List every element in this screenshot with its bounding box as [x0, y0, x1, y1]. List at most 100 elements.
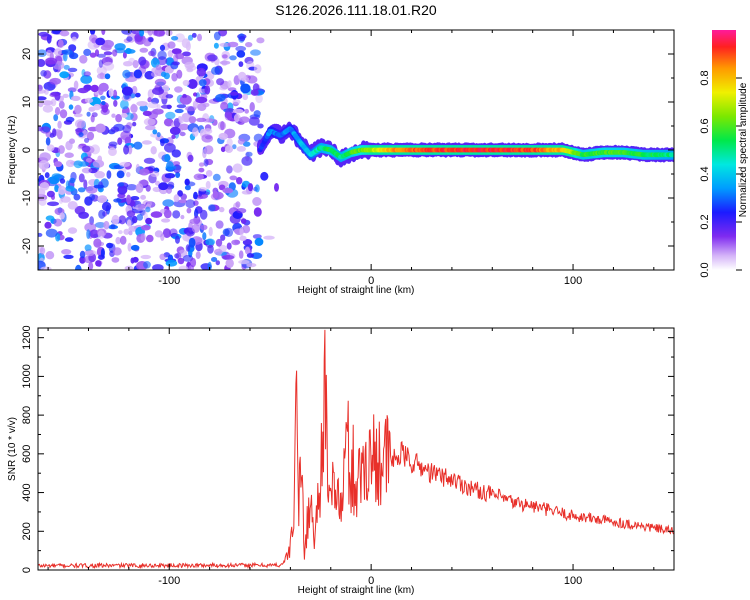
noise-blob [44, 88, 49, 95]
noise-blob [57, 185, 66, 195]
noise-blob [237, 138, 245, 145]
noise-blob [39, 152, 51, 162]
noise-blob [67, 201, 78, 210]
noise-blob [215, 238, 223, 247]
noise-blob [89, 30, 96, 36]
noise-blob [174, 86, 183, 93]
snr-series-line [38, 329, 674, 570]
noise-blob [199, 209, 208, 220]
noise-blob [213, 42, 219, 49]
noise-blob [154, 78, 167, 87]
noise-blob [237, 71, 247, 81]
noise-blob [207, 261, 212, 270]
noise-blob [152, 87, 164, 95]
noise-blob [93, 238, 102, 248]
noise-blob [239, 116, 250, 123]
noise-blob [196, 117, 207, 123]
noise-blob [263, 235, 275, 240]
noise-blob [86, 111, 91, 117]
noise-blob [65, 180, 70, 189]
noise-blob [236, 146, 246, 152]
noise-blob [156, 132, 161, 138]
noise-blob [38, 96, 47, 101]
noise-blob [174, 108, 184, 114]
noise-blob [189, 257, 197, 268]
noise-blob [145, 206, 151, 213]
noise-blob [61, 49, 74, 55]
noise-blob [80, 74, 93, 84]
noise-blob [126, 184, 137, 191]
noise-blob [140, 254, 152, 260]
noise-blob [232, 144, 237, 150]
noise-blob [139, 104, 148, 112]
noise-blob [62, 93, 69, 98]
noise-blob [136, 214, 144, 221]
noise-blob [246, 75, 258, 84]
noise-blob [202, 232, 207, 241]
noise-blob [97, 230, 105, 239]
noise-blob [222, 54, 228, 59]
noise-blob [108, 147, 117, 156]
noise-blob [60, 196, 71, 203]
noise-blob [40, 70, 47, 77]
noise-blob [65, 116, 75, 123]
noise-blob [122, 51, 127, 59]
noise-blob [95, 37, 106, 46]
noise-blob [38, 160, 50, 170]
noise-blob [73, 160, 83, 169]
noise-blob [244, 108, 249, 114]
noise-blob [148, 37, 154, 43]
noise-blob [175, 171, 181, 178]
noise-blob [97, 155, 103, 163]
noise-blob [253, 110, 261, 118]
noise-blob [186, 207, 192, 214]
noise-blob [95, 260, 102, 267]
y-tick-label: 1000 [21, 364, 33, 388]
noise-blob [93, 184, 105, 189]
noise-blob [38, 31, 49, 37]
noise-blob [203, 158, 209, 167]
noise-blob [75, 128, 84, 133]
noise-blob [202, 102, 210, 108]
noise-blob [38, 102, 44, 108]
noise-blob [132, 60, 139, 69]
noise-blob [103, 51, 113, 56]
noise-blob [132, 256, 139, 263]
noise-blob [171, 36, 179, 41]
noise-blob [113, 99, 118, 107]
noise-blob [68, 52, 79, 60]
x-tick-label: 0 [368, 575, 374, 587]
noise-blob [45, 215, 55, 221]
noise-blob [152, 108, 164, 115]
noise-blob [84, 97, 94, 104]
noise-blob [156, 104, 161, 110]
noise-blob [45, 251, 55, 260]
noise-blob [73, 113, 83, 118]
noise-blob [236, 208, 247, 214]
noise-blob [179, 131, 186, 137]
noise-blob [229, 175, 238, 181]
noise-blob [64, 152, 74, 158]
noise-blob [224, 145, 234, 153]
noise-blob [179, 123, 190, 131]
noise-blob [145, 125, 156, 131]
noise-blob [123, 145, 130, 155]
noise-blob [110, 223, 116, 230]
noise-blob [239, 226, 244, 237]
noise-blob [126, 219, 132, 227]
noise-blob [46, 34, 52, 44]
noise-blob [45, 57, 58, 65]
noise-blob [160, 139, 165, 147]
noise-blob [248, 116, 260, 126]
noise-blob [53, 218, 63, 227]
noise-blob [89, 193, 96, 201]
signal-core [670, 152, 674, 158]
noise-blob [242, 239, 253, 246]
noise-blob [175, 235, 180, 244]
noise-blob [71, 95, 81, 101]
noise-blob [185, 106, 197, 112]
noise-blob [44, 172, 50, 179]
noise-blob [56, 130, 63, 140]
